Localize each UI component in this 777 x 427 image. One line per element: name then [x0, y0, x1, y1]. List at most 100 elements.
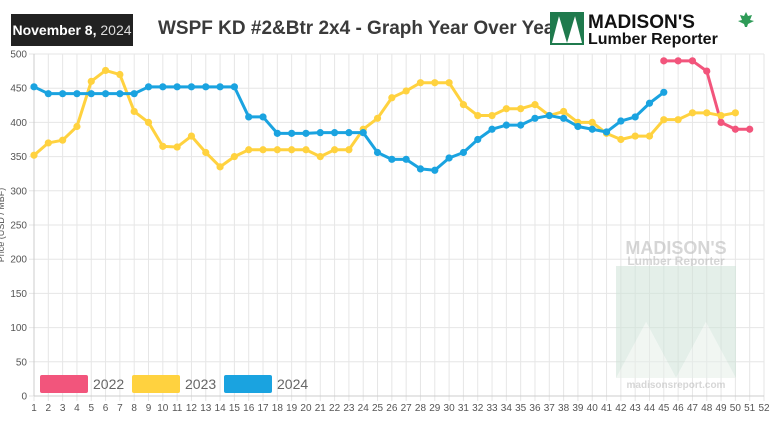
logo-text-line1: MADISON'S [588, 12, 695, 33]
data-point-2023 [87, 77, 95, 85]
data-point-2023 [531, 101, 539, 109]
data-point-2024 [87, 90, 95, 98]
x-tick-label: 4 [74, 403, 80, 414]
data-point-2023 [316, 153, 324, 161]
watermark-text-line2: Lumber Reporter [627, 254, 725, 268]
legend-label-2023[interactable]: 2023 [185, 376, 216, 392]
x-tick-label: 32 [472, 403, 484, 414]
x-tick-label: 34 [501, 403, 513, 414]
x-tick-label: 44 [644, 403, 656, 414]
data-point-2024 [645, 99, 654, 107]
data-point-2024 [431, 166, 439, 174]
data-point-2024 [416, 165, 425, 173]
data-point-2024 [73, 90, 81, 98]
x-tick-label: 21 [315, 403, 327, 414]
legend-swatch-2023[interactable] [132, 375, 180, 393]
series-2022 [660, 57, 754, 133]
x-tick-label: 1 [31, 403, 37, 414]
data-point-2023 [144, 118, 153, 126]
data-point-2024 [531, 114, 539, 122]
data-point-2023 [474, 111, 482, 120]
axes: 1 2 3 4 5 6 7 8 9 10 11 12 13 14 15 16 17 18 19 20 21 22 23 24 2… [0, 50, 770, 415]
data-point-2024 [631, 113, 639, 121]
data-point-2024 [202, 83, 210, 91]
x-tick-label: 15 [229, 403, 241, 414]
data-point-2024 [445, 154, 453, 162]
data-point-2024 [159, 83, 167, 91]
x-tick-label: 10 [157, 403, 169, 414]
data-point-2024 [502, 121, 510, 129]
x-tick-label: 29 [429, 403, 441, 414]
data-point-2023 [159, 142, 167, 150]
data-point-2024 [173, 83, 181, 91]
x-tick-label: 49 [715, 403, 727, 414]
data-point-2024 [345, 129, 353, 137]
legend-label-2024[interactable]: 2024 [277, 376, 308, 392]
data-point-2023 [259, 146, 267, 154]
series-2024 [30, 83, 668, 174]
x-tick-label: 40 [587, 403, 599, 414]
x-tick-label: 20 [300, 403, 312, 414]
x-tick-label: 50 [730, 403, 742, 414]
data-point-2023 [30, 151, 38, 159]
data-point-2022 [660, 57, 668, 65]
legend: 2022 2023 2024 [40, 375, 308, 393]
x-tick-label: 31 [458, 403, 470, 414]
x-tick-label: 5 [88, 403, 94, 414]
data-point-2023 [660, 116, 668, 124]
x-tick-label: 23 [343, 403, 355, 414]
y-tick-label: 200 [10, 255, 27, 266]
brand-logo: MADISON'S Lumber Reporter [550, 12, 754, 48]
data-point-2023 [73, 122, 81, 131]
watermark-url: madisonsreport.com [627, 380, 726, 391]
data-point-2023 [101, 66, 110, 75]
x-tick-label: 6 [103, 403, 109, 414]
data-point-2023 [617, 135, 625, 144]
data-point-2023 [560, 107, 568, 116]
legend-swatch-2024[interactable] [224, 375, 272, 393]
data-point-2024 [359, 129, 367, 137]
data-point-2023 [731, 109, 739, 117]
data-point-2023 [445, 79, 453, 87]
data-point-2023 [373, 114, 382, 122]
data-point-2022 [688, 57, 697, 65]
x-tick-label: 38 [558, 403, 570, 414]
data-point-2024 [574, 122, 582, 131]
data-point-2023 [202, 148, 210, 157]
x-tick-label: 3 [60, 403, 66, 414]
data-point-2024 [474, 135, 482, 144]
x-tick-label: 18 [272, 403, 284, 414]
data-point-2024 [144, 83, 153, 91]
data-point-2023 [431, 79, 439, 87]
data-point-2023 [502, 105, 510, 113]
data-point-2024 [517, 121, 525, 129]
data-point-2023 [230, 153, 238, 161]
x-tick-label: 19 [286, 403, 298, 414]
y-axis-title: Price (USD / MBF) [0, 188, 6, 263]
data-point-2024 [30, 83, 38, 91]
y-tick-label: 400 [10, 118, 27, 129]
x-tick-label: 8 [131, 403, 137, 414]
data-point-2024 [44, 90, 52, 98]
x-tick-label: 16 [243, 403, 255, 414]
data-point-2023 [488, 111, 496, 120]
data-point-2024 [59, 90, 67, 98]
date-year: 2024 [100, 22, 132, 38]
data-point-2024 [402, 155, 410, 163]
data-point-2024 [588, 125, 596, 133]
data-point-2023 [288, 146, 296, 154]
data-point-2023 [703, 109, 711, 117]
x-tick-label: 35 [515, 403, 527, 414]
legend-swatch-2022[interactable] [40, 375, 88, 393]
x-tick-label: 43 [630, 403, 642, 414]
x-tick-label: 12 [186, 403, 198, 414]
x-tick-label: 37 [544, 403, 556, 414]
x-tick-label: 11 [172, 403, 183, 414]
y-tick-label: 250 [10, 221, 27, 232]
data-point-2024 [560, 114, 568, 122]
data-point-2024 [373, 148, 382, 157]
x-tick-label: 26 [386, 403, 398, 414]
legend-label-2022[interactable]: 2022 [93, 376, 124, 392]
x-tick-label: 41 [601, 403, 613, 414]
